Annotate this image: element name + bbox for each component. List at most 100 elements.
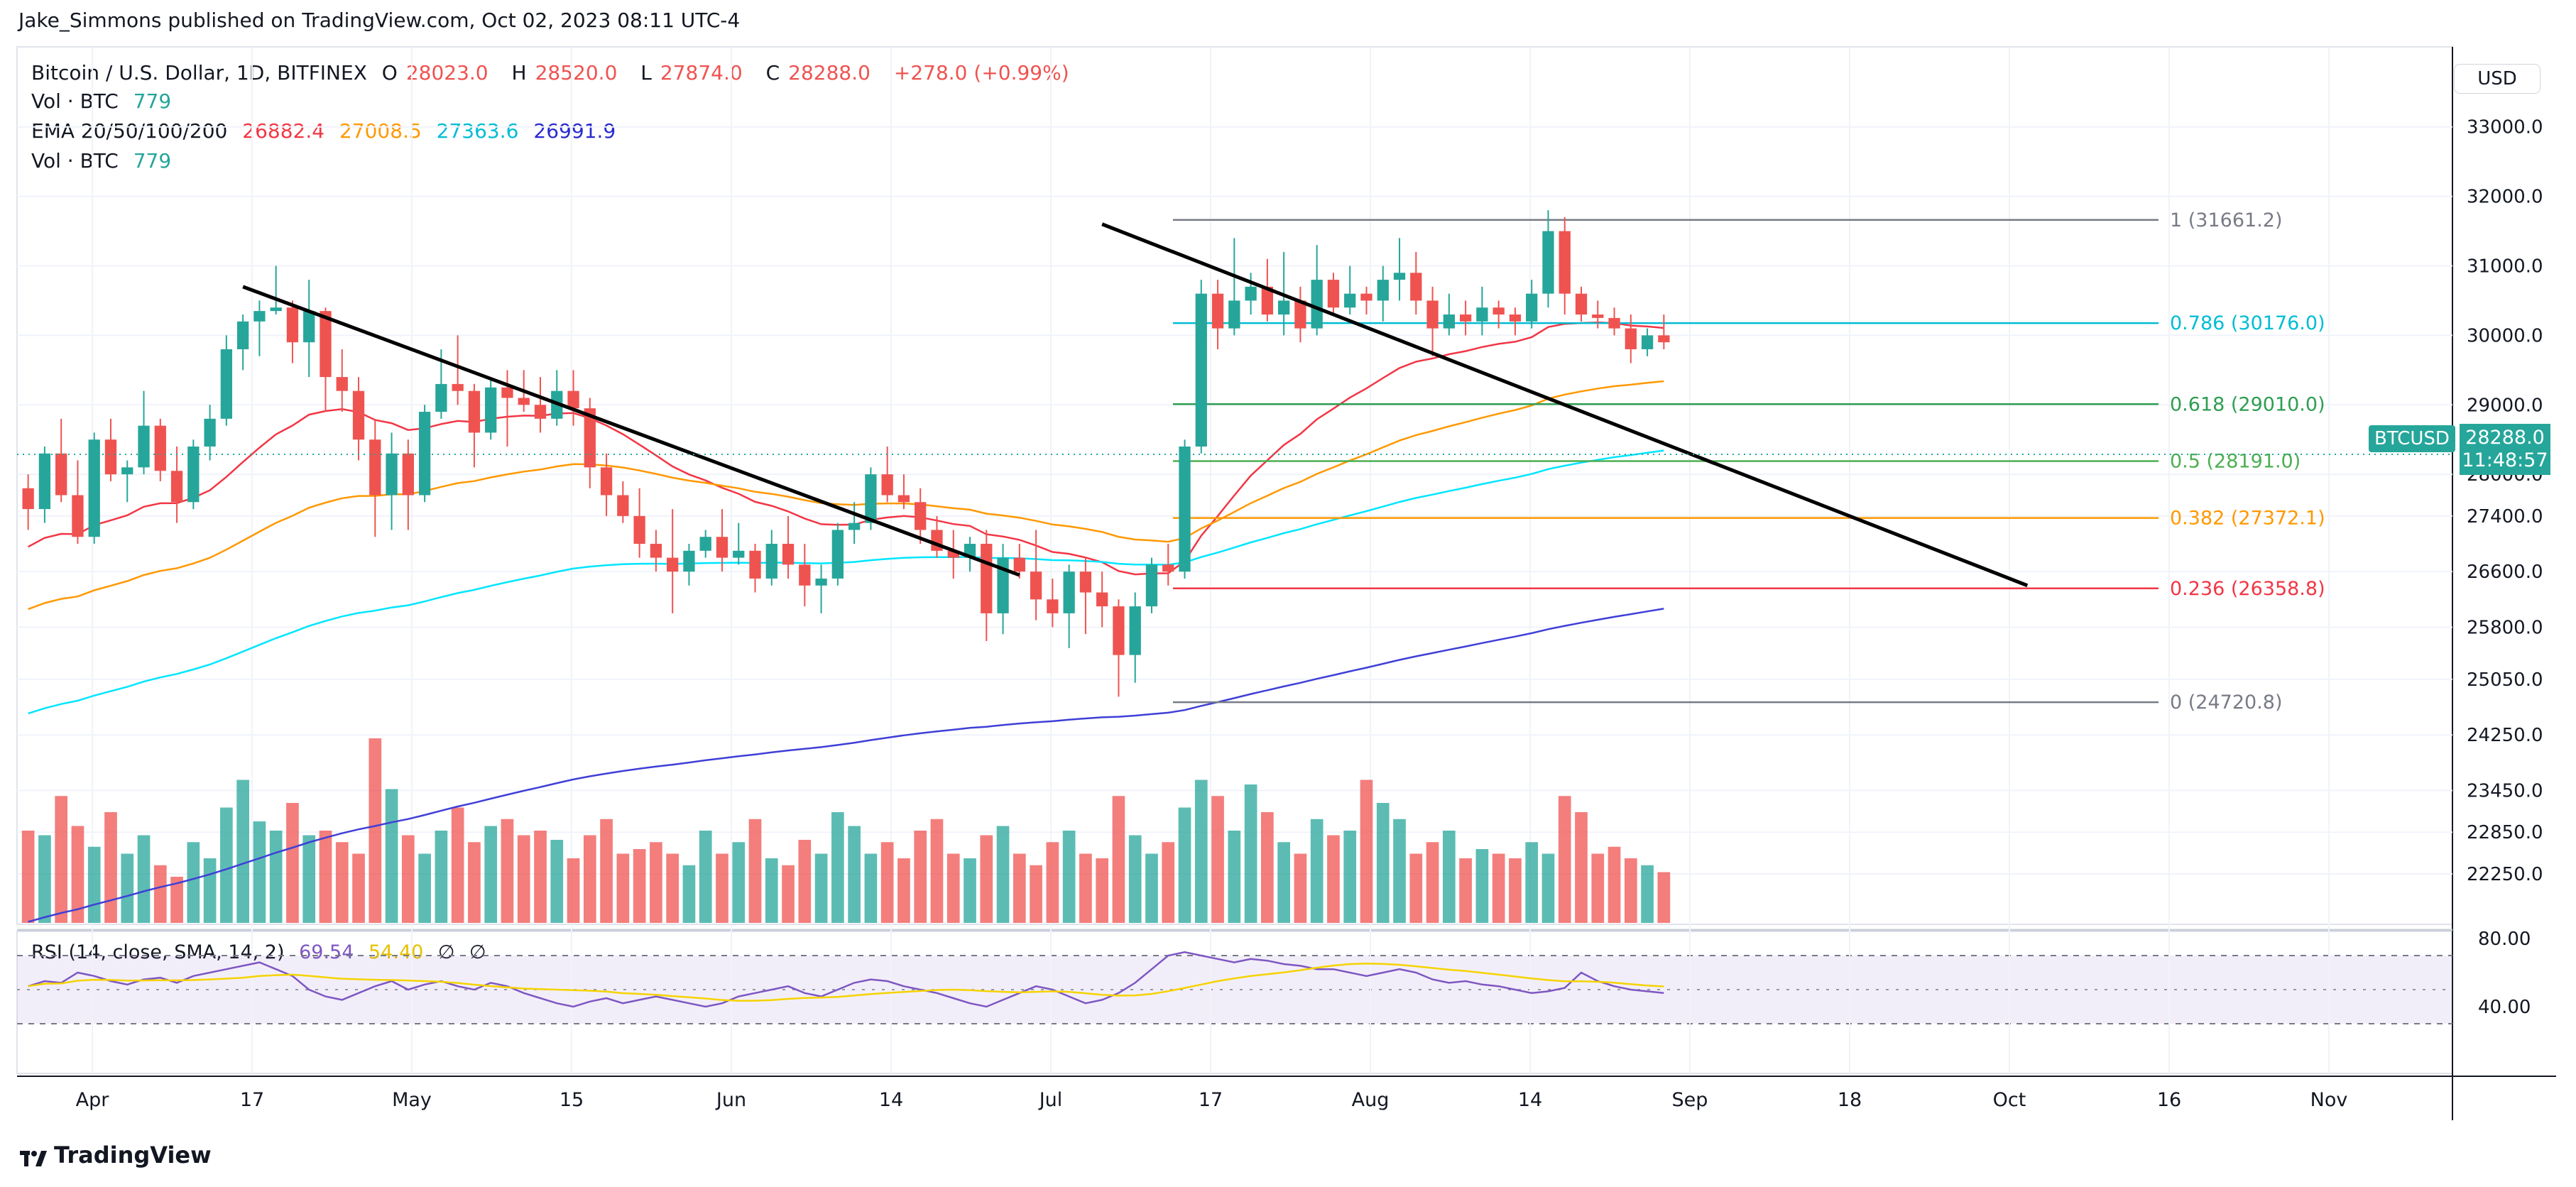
volume-bar	[220, 807, 233, 923]
time-tick-label: Aug	[1352, 1089, 1390, 1111]
volume-bar	[153, 865, 167, 923]
volume-bar	[1194, 780, 1208, 923]
candle-body	[1443, 314, 1455, 329]
rsi-empty-1: ∅	[437, 941, 455, 963]
volume-bar	[335, 842, 349, 923]
candle-body	[1509, 314, 1522, 322]
volume-bar	[616, 853, 630, 923]
volume-bar	[170, 877, 183, 923]
candle-body	[716, 537, 728, 558]
rsi-line	[28, 951, 1664, 1008]
volume-legend-2[interactable]: Vol · BTC 779	[31, 149, 180, 173]
candle-body	[88, 439, 100, 537]
candle-body	[121, 467, 133, 475]
candle-body	[1277, 300, 1290, 315]
volume-bar	[1509, 858, 1522, 923]
candle-body	[831, 530, 844, 579]
volume-bar	[666, 853, 680, 923]
tradingview-logo-icon	[20, 1147, 47, 1166]
volume-legend[interactable]: Vol · BTC 779	[31, 89, 180, 113]
volume-bar	[1608, 846, 1621, 923]
candle-body	[1559, 231, 1571, 294]
volume-bar	[1013, 853, 1026, 923]
volume-bar	[798, 840, 812, 923]
candle-body	[1129, 606, 1141, 655]
candle-body	[485, 387, 497, 433]
volume-bar	[104, 812, 117, 923]
rsi-sma-value: 54.40	[369, 941, 424, 963]
price-tick-label: 33000.0	[2467, 117, 2543, 138]
volume-bar	[1525, 842, 1539, 923]
candle-body	[600, 467, 613, 496]
volume-value: 779	[133, 89, 172, 113]
volume-bar	[583, 835, 596, 923]
volume-bar	[385, 789, 398, 923]
symbol-title[interactable]: Bitcoin / U.S. Dollar, 1D, BITFINEX	[31, 61, 367, 84]
publisher-line: Jake_Simmons published on TradingView.co…	[18, 9, 741, 32]
ohlc-close: C 28288.0	[765, 61, 871, 84]
volume-bar	[848, 826, 861, 923]
candle-body	[1145, 564, 1158, 607]
symbol-legend[interactable]: Bitcoin / U.S. Dollar, 1D, BITFINEX O 280…	[31, 61, 1078, 84]
volume-bar	[253, 821, 266, 923]
rsi-legend[interactable]: RSI (14, close, SMA, 14, 2) 69.54 54.40 …	[31, 941, 495, 963]
volume-bar	[600, 819, 613, 923]
time-tick-label: Jul	[1038, 1089, 1063, 1111]
candle-body	[865, 474, 877, 523]
candle-body	[1179, 446, 1191, 572]
candle-body	[518, 398, 530, 405]
volume-bar	[1475, 849, 1489, 923]
candle-body	[1294, 300, 1306, 329]
time-tick-label: 17	[240, 1089, 264, 1111]
volume-bar	[831, 812, 844, 923]
candle-body	[303, 311, 315, 343]
currency-button[interactable]: USD	[2454, 64, 2540, 94]
fib-level-label: 1 (31661.2)	[2170, 209, 2282, 231]
candle-body	[848, 523, 861, 530]
fib-level-label: 0.786 (30176.0)	[2170, 312, 2325, 334]
time-tick-label: Apr	[76, 1089, 110, 1111]
volume-bar	[1459, 858, 1472, 923]
volume-bar	[1277, 842, 1290, 923]
volume-bar	[1310, 819, 1324, 923]
volume-bar	[501, 819, 514, 923]
candle-body	[38, 453, 51, 510]
candle-body	[1211, 293, 1224, 329]
time-tick-label: 18	[1838, 1089, 1862, 1111]
volume-bar	[269, 831, 283, 923]
candle-body	[320, 311, 332, 378]
candle-body	[617, 495, 629, 516]
candle-body	[1575, 293, 1588, 315]
candle-body	[501, 387, 513, 398]
candle-body	[534, 405, 547, 419]
candle-body	[650, 544, 662, 558]
candle-body	[1245, 286, 1257, 301]
volume-bar	[716, 853, 728, 923]
candle-body	[733, 550, 745, 558]
candle-body	[749, 550, 761, 579]
tradingview-footer[interactable]: TradingView	[20, 1142, 212, 1169]
ema-legend[interactable]: EMA 20/50/100/200 26882.4 27008.5 27363.…	[31, 119, 624, 143]
candle-body	[1592, 314, 1604, 318]
candle-body	[1162, 564, 1174, 572]
last-price-tag: 28288.0 11:48:57	[2460, 424, 2550, 475]
price-tick-label: 27400.0	[2467, 506, 2543, 527]
tradingview-brand: TradingView	[54, 1142, 212, 1169]
candle-body	[699, 537, 711, 551]
ema50-value: 27008.5	[339, 119, 422, 143]
candle-body	[1261, 286, 1274, 315]
volume-bar	[369, 738, 382, 923]
ema20-value: 26882.4	[242, 119, 325, 143]
ohlc-open: O 28023.0	[381, 61, 489, 84]
ohlc-high: H 28520.0	[511, 61, 618, 84]
volume-bar	[1261, 812, 1274, 923]
candle-body	[1344, 293, 1356, 308]
price-tick-label: 24250.0	[2467, 725, 2543, 746]
volume-bar	[87, 846, 101, 923]
time-tick-label: 15	[560, 1089, 584, 1111]
candle-body	[236, 321, 249, 349]
candle-body	[468, 390, 481, 433]
trendline	[1101, 222, 2029, 588]
candle-body	[915, 502, 927, 530]
